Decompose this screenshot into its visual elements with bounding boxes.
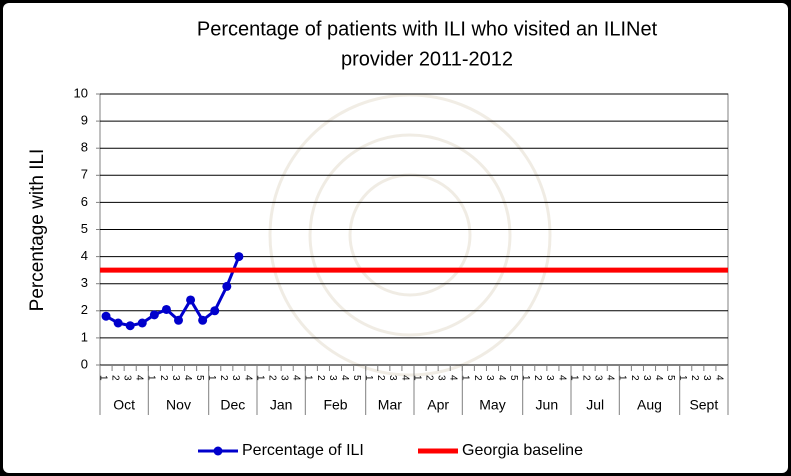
- x-tick-label: 5: [665, 375, 676, 381]
- x-tick-label: 2: [375, 375, 386, 381]
- month-label: Mar: [378, 397, 402, 413]
- data-point: [137, 318, 147, 328]
- y-tick-label: 3: [81, 275, 88, 290]
- y-tick-label: 10: [74, 85, 88, 100]
- x-tick-label: 3: [484, 375, 495, 381]
- x-tick-label: 3: [436, 375, 447, 381]
- x-tick-label: 3: [230, 375, 241, 381]
- x-tick-label: 1: [206, 375, 217, 381]
- x-tick-label: 1: [520, 375, 531, 381]
- data-point: [149, 310, 159, 320]
- x-tick-label: 2: [689, 375, 700, 381]
- x-tick-label: 3: [701, 375, 712, 381]
- x-tick-label: 2: [158, 375, 169, 381]
- month-label: Sept: [689, 397, 718, 413]
- x-tick-label: 3: [544, 375, 555, 381]
- x-tick-label: 1: [460, 375, 471, 381]
- y-tick-label: 9: [81, 113, 88, 128]
- x-tick-label: 2: [472, 375, 483, 381]
- data-point: [101, 311, 111, 321]
- x-tick-label: 4: [242, 375, 253, 381]
- x-tick-label: 1: [146, 375, 157, 381]
- x-tick-label: 4: [556, 375, 567, 381]
- chart-background: [3, 3, 788, 473]
- x-tick-label: 2: [423, 375, 434, 381]
- x-tick-label: 1: [617, 375, 628, 381]
- x-tick-label: 4: [605, 375, 616, 381]
- x-tick-label: 4: [496, 375, 507, 381]
- month-label: Jul: [586, 397, 604, 413]
- x-tick-label: 2: [629, 375, 640, 381]
- chart-title: Percentage of patients with ILI who visi…: [197, 18, 658, 40]
- x-tick-label: 4: [339, 375, 350, 381]
- chart-title: provider 2011-2012: [341, 48, 513, 70]
- x-tick-label: 3: [279, 375, 290, 381]
- data-point: [210, 306, 220, 316]
- legend-marker: [213, 446, 223, 456]
- x-tick-label: 1: [677, 375, 688, 381]
- y-tick-label: 8: [81, 140, 88, 155]
- x-tick-label: 3: [387, 375, 398, 381]
- x-tick-label: 4: [713, 375, 724, 381]
- y-tick-label: 6: [81, 194, 88, 209]
- x-tick-label: 2: [109, 375, 120, 381]
- x-tick-label: 4: [182, 375, 193, 381]
- x-tick-label: 4: [291, 375, 302, 381]
- month-label: Dec: [220, 397, 245, 413]
- x-tick-label: 4: [399, 375, 410, 381]
- data-point: [174, 315, 183, 325]
- month-label: Jun: [536, 397, 559, 413]
- data-point: [234, 252, 244, 262]
- month-label: Jan: [270, 397, 293, 413]
- month-label: Nov: [166, 397, 191, 413]
- data-point: [198, 315, 208, 325]
- x-tick-label: 5: [194, 375, 205, 381]
- x-tick-label: 1: [254, 375, 265, 381]
- y-tick-label: 0: [81, 356, 88, 371]
- x-tick-label: 4: [448, 375, 459, 381]
- x-tick-label: 2: [266, 375, 277, 381]
- y-tick-label: 5: [81, 221, 88, 236]
- month-label: Aug: [637, 397, 662, 413]
- legend-label: Percentage of ILI: [242, 442, 364, 459]
- x-tick-label: 5: [508, 375, 519, 381]
- data-point: [222, 281, 232, 291]
- month-label: May: [479, 397, 505, 413]
- y-tick-label: 7: [81, 167, 88, 182]
- x-tick-label: 2: [532, 375, 543, 381]
- x-tick-label: 2: [218, 375, 229, 381]
- y-tick-label: 4: [81, 248, 88, 263]
- x-tick-label: 3: [327, 375, 338, 381]
- y-tick-label: 2: [81, 302, 88, 317]
- month-label: Feb: [323, 397, 347, 413]
- x-tick-label: 1: [97, 375, 108, 381]
- x-tick-label: 1: [303, 375, 314, 381]
- y-axis-label: Percentage with ILI: [27, 149, 48, 312]
- x-tick-label: 1: [363, 375, 374, 381]
- y-tick-label: 1: [81, 329, 88, 344]
- x-tick-label: 3: [641, 375, 652, 381]
- x-tick-label: 1: [568, 375, 579, 381]
- x-tick-label: 3: [170, 375, 181, 381]
- data-point: [186, 295, 196, 305]
- x-tick-label: 3: [593, 375, 604, 381]
- data-point: [161, 304, 171, 314]
- x-tick-label: 2: [315, 375, 326, 381]
- month-label: Oct: [113, 397, 135, 413]
- data-point: [125, 321, 135, 331]
- x-tick-label: 4: [134, 375, 145, 381]
- legend-label: Georgia baseline: [462, 442, 583, 459]
- month-label: Apr: [427, 397, 449, 413]
- x-tick-label: 5: [351, 375, 362, 381]
- x-tick-label: 1: [411, 375, 422, 381]
- x-tick-label: 3: [122, 375, 133, 381]
- x-tick-label: 4: [653, 375, 664, 381]
- data-point: [113, 318, 123, 328]
- x-tick-label: 2: [580, 375, 591, 381]
